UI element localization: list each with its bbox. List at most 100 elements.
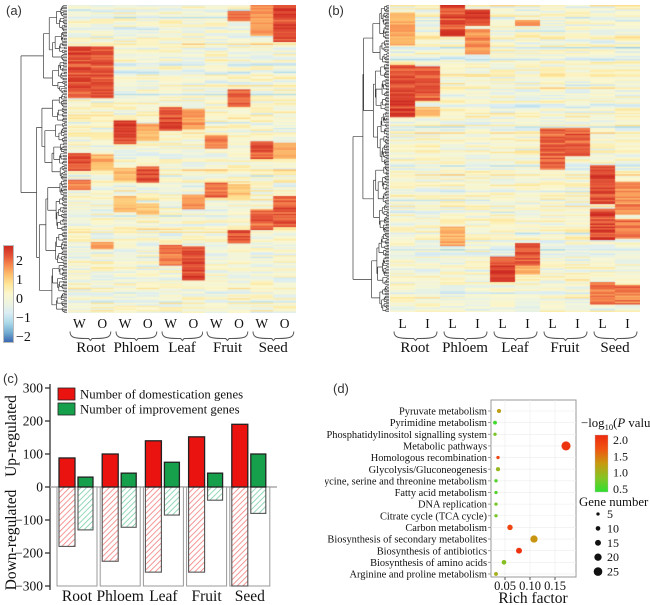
c-category-label: Seed bbox=[235, 588, 265, 605]
d-size-legend-value: 5 bbox=[607, 507, 613, 521]
d-data-point bbox=[496, 455, 500, 460]
c-up-bar-improvement bbox=[206, 472, 224, 488]
tissue-label: Phloem bbox=[442, 340, 488, 356]
c-up-bar-improvement bbox=[250, 453, 267, 488]
d-pathway-label: Arginine and proline metabolism bbox=[350, 570, 487, 581]
c-down-bar-improvement bbox=[77, 486, 94, 531]
d-data-point bbox=[494, 514, 498, 518]
c-down-bar-improvement bbox=[207, 486, 224, 501]
d-data-point bbox=[493, 420, 497, 425]
dendrogram-b bbox=[352, 5, 389, 312]
d-data-point bbox=[493, 432, 497, 436]
d-size-legend-dot bbox=[594, 553, 602, 561]
c-ylabel-up: Up-regulated bbox=[3, 395, 20, 477]
c-down-bar-domestication bbox=[101, 486, 119, 562]
c-category-label: Leaf bbox=[149, 588, 178, 605]
dendrogram-a bbox=[20, 5, 67, 313]
tissue-label: Leaf bbox=[168, 340, 196, 356]
d-size-legend-value: 10 bbox=[607, 521, 619, 535]
d-pathway-label: Pyrimidine metabolism bbox=[390, 418, 487, 429]
condition-label: I bbox=[525, 316, 530, 331]
d-data-point bbox=[507, 524, 513, 531]
d-pathway-label: Homologous recombination bbox=[371, 453, 488, 464]
group-brace bbox=[443, 331, 487, 342]
condition-label: O bbox=[142, 316, 153, 331]
c-down-bar-domestication bbox=[231, 486, 249, 587]
tissue-label: Seed bbox=[600, 340, 630, 356]
condition-label: I bbox=[575, 316, 580, 331]
d-size-legend-value: 20 bbox=[607, 550, 619, 564]
c-y-tick-label: −100 bbox=[15, 513, 43, 528]
colorbar-tick-label: 1 bbox=[16, 273, 23, 288]
c-y-tick-label: −300 bbox=[15, 579, 43, 594]
heatmap-a bbox=[68, 5, 296, 313]
tissue-label: Root bbox=[76, 340, 106, 356]
d-size-legend-dot bbox=[593, 567, 603, 576]
d-pathway-label: Biosynthesis of secondary metabolites bbox=[327, 535, 487, 546]
condition-label: W bbox=[209, 316, 223, 331]
d-color-legend-tick: 1.5 bbox=[613, 449, 628, 463]
c-y-tick-label: 200 bbox=[23, 414, 44, 429]
condition-label: L bbox=[498, 316, 507, 331]
d-color-legend-tick: 1.0 bbox=[613, 466, 628, 480]
d-size-legend-dot bbox=[596, 512, 600, 516]
c-down-bar-improvement bbox=[250, 486, 267, 514]
tissue-label: Leaf bbox=[501, 340, 529, 356]
d-pathway-label: Glycine, serine and threonine metabolism bbox=[325, 476, 487, 487]
group-brace bbox=[493, 331, 537, 342]
d-size-legend-value: 15 bbox=[607, 536, 619, 550]
c-up-bar-improvement bbox=[163, 461, 181, 488]
d-data-point bbox=[501, 560, 507, 565]
c-up-bar-improvement bbox=[77, 476, 94, 488]
condition-label: I bbox=[625, 316, 630, 331]
tissue-label: Root bbox=[400, 340, 430, 356]
c-y-tick-label: −200 bbox=[15, 546, 43, 561]
d-data-point bbox=[494, 572, 498, 576]
c-up-bar-domestication bbox=[58, 457, 76, 488]
c-category-label: Root bbox=[62, 588, 93, 605]
tissue-label: Seed bbox=[258, 340, 288, 356]
condition-label: I bbox=[425, 316, 430, 331]
tissue-label: Fruit bbox=[550, 340, 580, 356]
group-brace bbox=[206, 331, 249, 342]
d-data-point bbox=[494, 479, 498, 483]
d-data-point bbox=[530, 535, 538, 543]
c-category-label: Fruit bbox=[192, 588, 223, 605]
bar-chart-panel-c: 300 200 100 0 −100 −200 −300 Up-regulated Down-r… bbox=[3, 381, 277, 605]
d-data-point bbox=[496, 408, 502, 414]
d-pathway-label: Carbon metabolism bbox=[405, 523, 487, 534]
dendrogram-lines bbox=[20, 5, 67, 313]
c-y-tick-label: 300 bbox=[23, 381, 44, 396]
d-x-tick-label: 0.10 bbox=[519, 579, 541, 593]
colorbar-tick-label: −1 bbox=[16, 311, 31, 326]
c-down-bar-improvement bbox=[120, 486, 137, 528]
c-up-bar-domestication bbox=[144, 440, 163, 488]
condition-label: W bbox=[255, 316, 269, 331]
d-pathway-label: Biosynthesis of amino acids bbox=[370, 558, 487, 569]
condition-label: L bbox=[398, 316, 407, 331]
dendrogram-lines bbox=[352, 5, 389, 312]
d-pathway-label: Pyruvate metabolism bbox=[399, 407, 487, 418]
tissue-label: Fruit bbox=[213, 340, 243, 356]
d-color-legend-bar bbox=[594, 434, 609, 493]
panel-a-label: (a) bbox=[6, 3, 22, 18]
c-legend-label-domestication: Number of domestication genes bbox=[80, 388, 243, 402]
c-category-label: Phloem bbox=[97, 588, 144, 605]
c-y-tick-label: 100 bbox=[23, 447, 44, 462]
c-down-bar-domestication bbox=[58, 486, 76, 547]
condition-label: O bbox=[97, 316, 108, 331]
d-color-legend-tick: 2.0 bbox=[613, 433, 628, 447]
d-data-point bbox=[516, 547, 522, 554]
colorbar bbox=[3, 245, 14, 343]
d-data-point bbox=[494, 490, 498, 495]
condition-label: O bbox=[234, 316, 244, 331]
d-pathway-label: Metabolic pathways bbox=[403, 442, 487, 453]
condition-label: W bbox=[118, 316, 132, 331]
c-down-bar-domestication bbox=[188, 486, 206, 573]
d-xlabel: Rich factor bbox=[498, 590, 568, 605]
d-size-legend-dot bbox=[595, 526, 601, 531]
d-pathway-label: DNA replication bbox=[418, 500, 488, 511]
d-data-point bbox=[495, 467, 501, 472]
c-y-tick-label: 0 bbox=[36, 480, 43, 495]
